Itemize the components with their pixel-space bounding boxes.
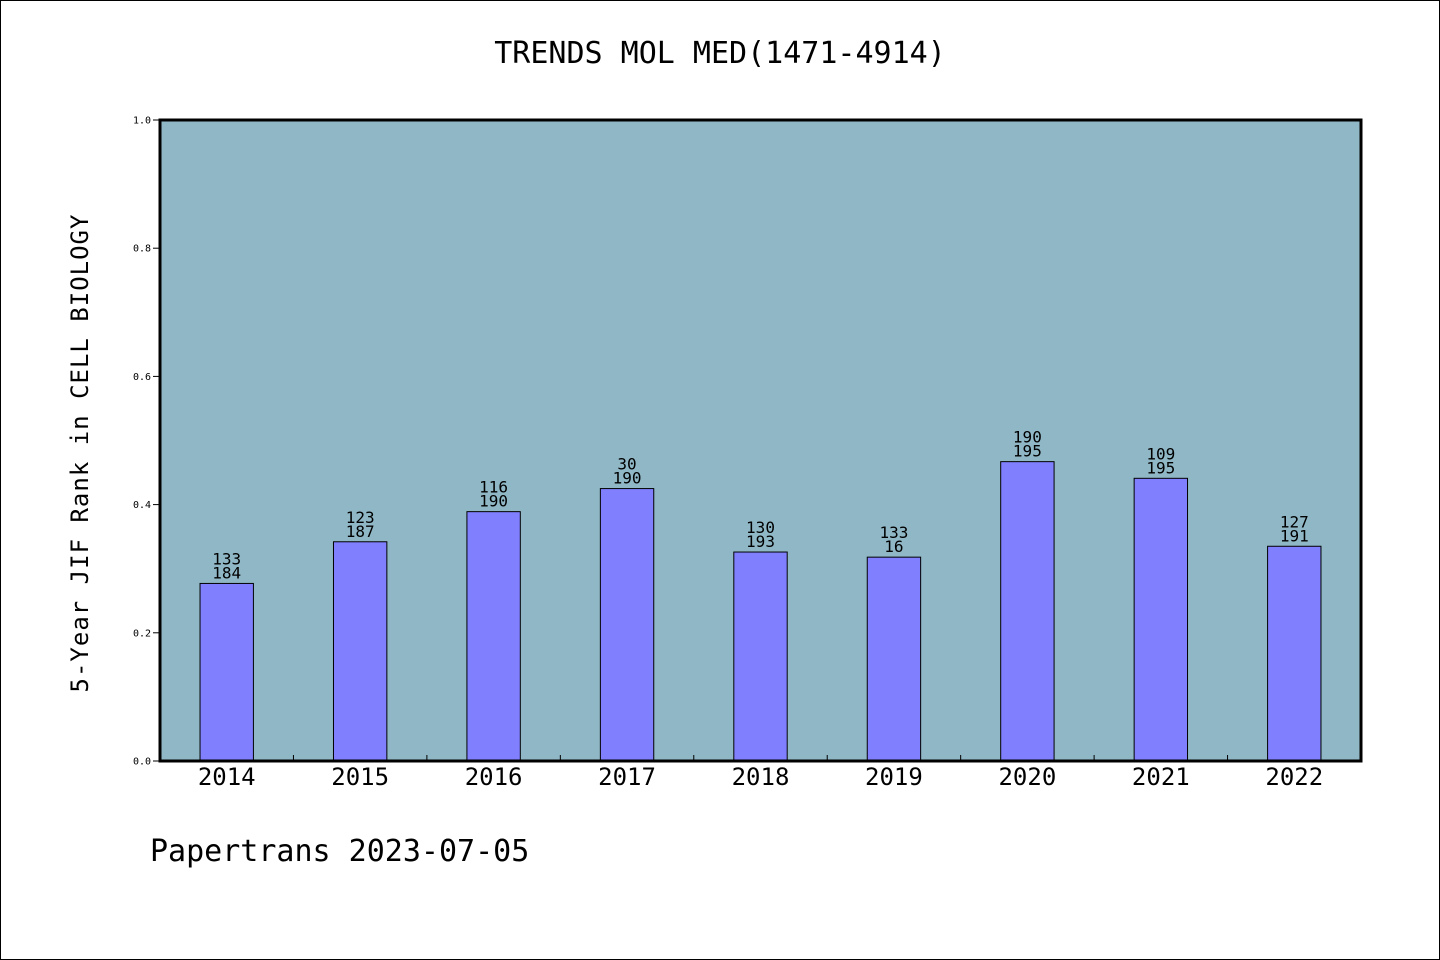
bar-data-label: 187 [346, 522, 375, 541]
bar-2014 [199, 582, 254, 762]
x-tick-label: 2017 [598, 763, 656, 791]
bar-data-label: 190 [1013, 428, 1042, 447]
bar-data-label: 195 [1013, 442, 1042, 461]
x-tick-label: 2015 [331, 763, 389, 791]
y-tick-label: 0.0 [133, 757, 151, 768]
bar-data-label: 184 [212, 563, 241, 582]
plot-border [158, 118, 1363, 763]
bar-2020 [1000, 461, 1055, 762]
bar-2019 [866, 556, 922, 762]
bar-data-label: 123 [346, 508, 375, 527]
bar-data-label: 30 [617, 455, 636, 474]
bar-data-label: 116 [479, 478, 508, 497]
x-tick-label: 2022 [1265, 763, 1323, 791]
bar-2022 [1267, 545, 1322, 762]
y-tick-label: 0.8 [133, 244, 151, 255]
y-tick-label: 1.0 [133, 116, 151, 127]
bar-data-label: 190 [479, 492, 508, 511]
bar-data-label: 16 [884, 537, 903, 556]
bar-2017 [599, 488, 655, 762]
y-tick-label: 0.2 [133, 628, 151, 639]
bar-data-label: 195 [1146, 458, 1175, 477]
x-tick-label: 2019 [865, 763, 923, 791]
x-tick-label: 2018 [732, 763, 790, 791]
bar-2016 [466, 511, 521, 762]
x-tick-label: 2021 [1132, 763, 1190, 791]
bar-2021 [1133, 477, 1189, 762]
y-tick-label: 0.6 [133, 372, 151, 383]
bar-2015 [332, 541, 388, 762]
bar-data-label: 191 [1280, 526, 1309, 545]
bar-data-label: 133 [212, 549, 241, 568]
bar-data-label: 193 [746, 532, 775, 551]
bar-data-label: 190 [613, 469, 642, 488]
x-tick-label: 2016 [465, 763, 523, 791]
bar-data-label: 133 [879, 523, 908, 542]
chart-title: TRENDS MOL MED(1471-4914) [494, 36, 946, 71]
bar-data-label: 109 [1146, 444, 1175, 463]
y-tick-label: 0.4 [133, 500, 151, 511]
x-tick-label: 2020 [998, 763, 1056, 791]
bar-2018 [733, 551, 788, 762]
bar-data-label: 127 [1280, 512, 1309, 531]
x-tick-label: 2014 [198, 763, 256, 791]
footer-credit: Papertrans 2023-07-05 [150, 834, 530, 869]
bar-data-label: 130 [746, 518, 775, 537]
